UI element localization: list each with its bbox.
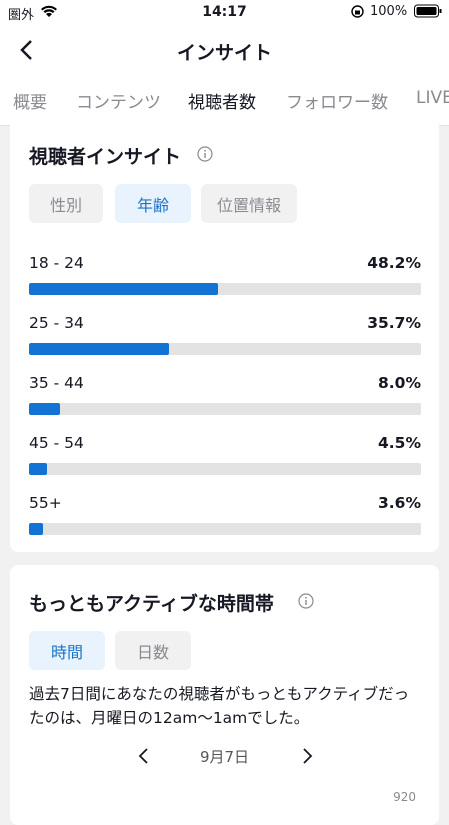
tab-bar: 概要 コンテンツ 視聴者数 フォロワー数 LIVE bbox=[0, 0, 449, 126]
filter-chip[interactable]: 性別 bbox=[29, 184, 103, 223]
tab[interactable]: コンテンツ bbox=[76, 93, 161, 113]
filter-chip[interactable]: 位置情報 bbox=[201, 184, 297, 223]
age-label: 25 - 34 bbox=[29, 314, 84, 332]
axis-label: 920 bbox=[393, 790, 416, 804]
bar-track bbox=[29, 463, 421, 475]
viewer-card: 視聴者インサイト 性別 年齢 位置情報 18 - 24 48.2% 25 - 34 35.7… bbox=[10, 118, 439, 552]
age-label: 18 - 24 bbox=[29, 254, 84, 272]
bar bbox=[29, 343, 169, 355]
info-icon[interactable] bbox=[298, 593, 314, 609]
top-area bbox=[0, 0, 449, 126]
tab[interactable]: 視聴者数 bbox=[188, 93, 256, 113]
bar bbox=[29, 523, 44, 535]
bar-track bbox=[29, 523, 421, 535]
battery-percent: 100% bbox=[370, 4, 408, 19]
age-label: 45 - 54 bbox=[29, 434, 84, 452]
age-percent: 4.5% bbox=[378, 434, 421, 452]
info-icon[interactable] bbox=[197, 146, 213, 162]
back-button[interactable] bbox=[17, 39, 37, 61]
bar bbox=[29, 463, 47, 475]
bar-track bbox=[29, 343, 421, 355]
wifi-icon bbox=[41, 5, 57, 17]
age-percent: 3.6% bbox=[378, 494, 421, 512]
bar bbox=[29, 403, 61, 415]
age-percent: 35.7% bbox=[367, 314, 421, 332]
tab[interactable]: 概要 bbox=[13, 93, 47, 113]
card-title: 視聴者インサイト bbox=[29, 146, 182, 168]
lock-icon bbox=[351, 5, 364, 18]
age-label: 55+ bbox=[29, 494, 62, 512]
carrier: 圏外 bbox=[8, 8, 35, 23]
filter-chip[interactable]: 時間 bbox=[29, 631, 105, 670]
filter-chip[interactable]: 日数 bbox=[115, 631, 191, 670]
age-percent: 8.0% bbox=[378, 374, 421, 392]
bar-track bbox=[29, 283, 421, 295]
card-title: もっともアクティブな時間帯 bbox=[29, 593, 274, 615]
prev-button[interactable] bbox=[137, 747, 151, 765]
filter-chip[interactable]: 年齢 bbox=[115, 184, 191, 223]
bar-track bbox=[29, 403, 421, 415]
description: 過去7日間にあなたの視聴者がもっともアクティブだったのは、月曜日の12am〜1a… bbox=[29, 685, 410, 727]
next-button[interactable] bbox=[300, 747, 314, 765]
age-percent: 48.2% bbox=[367, 254, 421, 272]
page-title: インサイト bbox=[176, 42, 272, 64]
date-label: 9月7日 bbox=[199, 748, 250, 766]
bar bbox=[29, 283, 218, 295]
clock: 14:17 bbox=[202, 4, 247, 20]
tab[interactable]: LIVE bbox=[416, 88, 449, 108]
battery-icon bbox=[414, 4, 442, 18]
active-time-card: もっともアクティブな時間帯 過去7日間にあなたの視聴者がもっともアクティブだった… bbox=[10, 565, 439, 825]
age-label: 35 - 44 bbox=[29, 374, 84, 392]
tab[interactable]: フォロワー数 bbox=[286, 93, 388, 113]
